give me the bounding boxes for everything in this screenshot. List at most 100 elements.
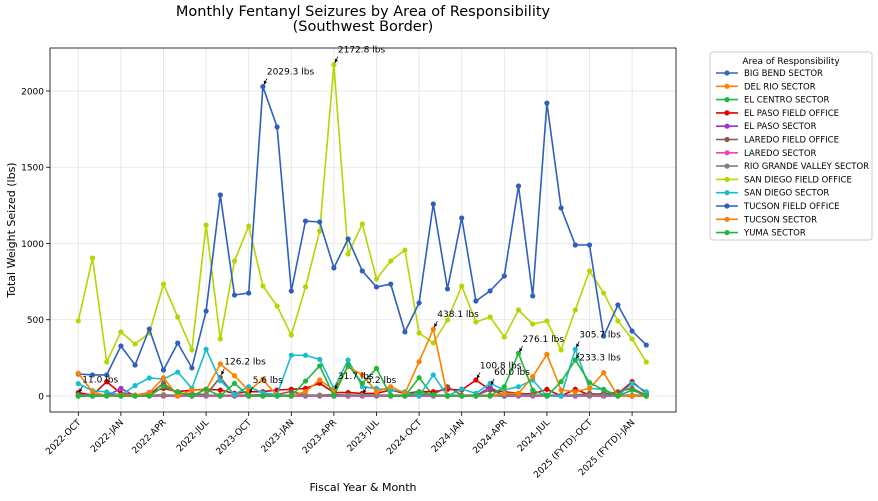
x-tick-label: 2023-JUL [346,418,382,454]
data-point [331,62,337,68]
data-point [203,308,209,314]
data-point [317,219,323,225]
data-point [530,374,536,380]
series-yuma-sector [75,350,649,399]
data-point [302,389,309,395]
data-point [231,373,238,379]
data-point [501,384,507,390]
data-point [544,351,550,357]
data-point [160,392,167,398]
data-point [288,393,294,399]
data-point [444,286,451,292]
data-point [572,346,578,352]
data-point [75,381,81,387]
data-point [217,192,223,198]
data-point [217,378,223,384]
data-point [317,228,323,234]
data-point [586,385,593,391]
annotation-arrowhead [491,380,495,385]
legend-entry: RIO GRANDE VALLEY SECTOR [744,162,869,172]
plot-frame [49,47,677,413]
data-point [217,387,223,393]
x-tick-label: 2024-APR [471,418,509,456]
data-point [586,268,593,274]
data-point [132,393,138,399]
legend-marker [724,203,730,209]
data-point [75,393,81,399]
annotation-label: 5.6 lbs [253,376,283,386]
data-point [629,336,635,342]
y-axis-ticks: 0 500 1000 1500 2000 [21,88,50,402]
data-point [430,326,436,332]
data-point [359,392,365,398]
data-point [146,393,152,399]
data-point [118,343,124,349]
data-point [572,242,578,248]
annotation-label: 276.1 lbs [523,335,565,345]
data-point [515,307,522,313]
annotation-arrowhead [576,354,580,359]
legend-entry: SAN DIEGO SECTOR [744,189,829,199]
data-point [231,258,238,264]
data-point [89,255,96,261]
data-point [515,183,522,189]
data-point [317,356,323,362]
data-point [217,393,223,399]
data-point [601,290,607,296]
annotation-label: 126.2 lbs [224,358,266,368]
data-point [317,377,323,383]
annotation-arrowhead [576,343,580,348]
legend: Area of Responsibility BIG BEND SECTOR DE… [709,51,873,241]
data-point [473,298,479,304]
data-point [160,281,167,287]
data-point [601,392,607,398]
data-point [558,347,564,353]
data-point [175,369,181,375]
legend-entry: EL CENTRO SECTOR [744,96,830,106]
annotation-label: 5.2 lbs [366,376,396,386]
data-point [629,393,635,399]
legend-marker [724,216,730,222]
x-tick-label: 2022-OCT [44,418,83,457]
data-point [104,389,110,395]
data-point [416,359,422,365]
data-point [601,370,607,376]
data-point [175,314,181,320]
data-point [515,384,522,390]
legend-entry: TUCSON SECTOR [743,215,817,225]
data-point [359,268,365,274]
annotation-arrowhead [519,347,523,352]
data-point [274,124,280,130]
data-point [643,359,649,365]
data-point [104,393,110,399]
annotation-label: 11.0 lbs [82,375,118,385]
data-point [317,392,323,398]
data-point [558,387,564,393]
y-tick-label: 1000 [21,240,44,250]
data-point [416,330,422,336]
legend-marker [724,150,730,156]
data-point [104,372,110,378]
data-point [274,393,280,399]
data-point [260,376,266,382]
data-point [530,293,536,299]
x-tick-label: 2023-OCT [215,418,254,457]
data-point [544,386,550,392]
data-point [459,393,465,399]
data-point [586,392,593,398]
data-point [544,318,550,324]
data-point [629,328,635,334]
data-point [146,326,152,332]
data-point [203,346,209,352]
data-point [246,290,252,296]
data-point [288,352,294,358]
grid [50,48,676,412]
data-point [189,393,195,399]
data-point [572,389,578,395]
y-axis-label: Total Weight Seized (lbs) [5,162,18,298]
data-point [402,329,408,335]
series-lines [75,62,649,399]
data-point [601,333,607,339]
legend-marker [724,97,730,103]
data-point [231,391,238,398]
